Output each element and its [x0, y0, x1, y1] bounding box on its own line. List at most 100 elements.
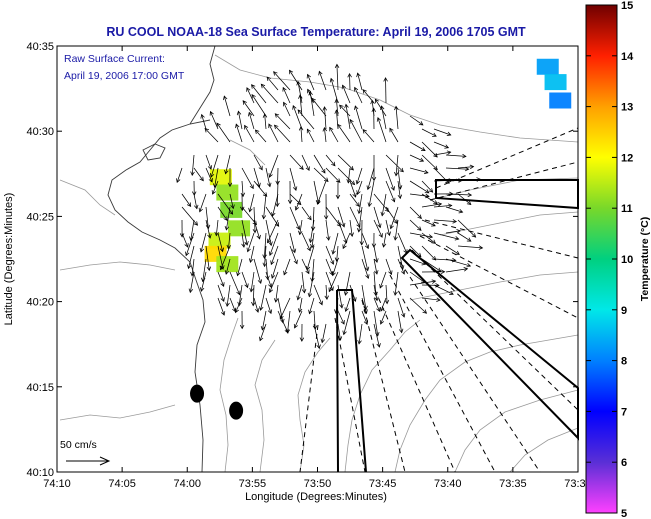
current-vector-head: [383, 77, 388, 82]
current-vector: [251, 94, 267, 117]
current-vector: [433, 128, 451, 136]
current-vector: [217, 271, 225, 287]
current-vector-head: [227, 182, 233, 188]
current-vector-head: [398, 328, 404, 334]
current-vector: [274, 124, 291, 143]
current-vector: [238, 284, 243, 306]
current-vector-head: [354, 86, 359, 92]
coverage-dashed-line: [389, 274, 496, 473]
current-vector-head: [386, 231, 391, 237]
current-vector-head: [257, 279, 263, 285]
current-vector-head: [261, 214, 267, 220]
current-vector-head: [187, 264, 192, 270]
current-vector: [397, 167, 401, 189]
current-vector-head: [422, 309, 428, 314]
current-vector-head: [389, 127, 394, 133]
current-vector-head: [401, 312, 406, 318]
x-tick-label: 73:30: [564, 478, 592, 490]
current-vector: [189, 271, 195, 293]
current-vector: [373, 310, 379, 336]
current-vector-head: [355, 202, 360, 207]
current-vector-head: [275, 202, 280, 208]
current-vector: [301, 206, 312, 221]
current-vector-head: [254, 129, 260, 135]
current-vector-head: [320, 338, 326, 344]
current-vector-head: [299, 337, 305, 342]
current-vector: [361, 258, 369, 279]
current-vector: [445, 245, 460, 255]
current-vector-head: [354, 105, 359, 110]
current-vector-head: [377, 223, 382, 229]
current-vector: [409, 180, 430, 194]
current-vector: [358, 323, 363, 344]
current-vector: [242, 100, 255, 117]
current-vector-head: [364, 266, 370, 272]
current-vector: [409, 193, 430, 197]
sst-pixel: [220, 201, 243, 218]
current-vector: [409, 232, 433, 238]
current-vector: [349, 219, 353, 237]
current-vector: [356, 167, 363, 185]
current-vector: [445, 258, 471, 267]
current-vector: [349, 119, 363, 143]
current-vector: [457, 178, 481, 182]
current-vector-head: [366, 185, 371, 191]
current-vector-head: [205, 224, 211, 230]
current-vector-head: [378, 233, 383, 238]
current-vector: [205, 206, 209, 229]
current-vector-head: [273, 71, 278, 76]
current-vector: [373, 323, 380, 348]
current-vector: [325, 167, 341, 183]
current-vector-head: [219, 247, 225, 253]
current-vector: [362, 129, 375, 143]
coverage-dashed-line: [334, 317, 366, 473]
current-vector-head: [335, 194, 341, 200]
current-vector: [358, 193, 363, 214]
current-vector-head: [211, 190, 216, 195]
current-vector-head: [239, 324, 245, 330]
current-vector-head: [370, 99, 375, 105]
current-vector: [264, 245, 267, 267]
current-vector: [373, 258, 378, 275]
current-vector-head: [246, 247, 251, 253]
current-vector: [266, 76, 279, 91]
current-vector: [339, 104, 351, 117]
current-vector-head: [456, 229, 461, 234]
current-vector-head: [270, 274, 276, 279]
x-tick-label: 73:45: [369, 478, 397, 490]
current-vector: [332, 258, 339, 276]
current-vector: [229, 297, 236, 312]
current-vector-head: [274, 113, 280, 118]
current-vector-head: [346, 179, 351, 184]
current-vector-head: [428, 188, 434, 193]
current-vector-head: [198, 207, 203, 213]
current-vector: [313, 167, 329, 182]
current-vector-head: [324, 295, 329, 301]
current-vector-head: [329, 77, 335, 83]
current-vector-head: [389, 224, 394, 230]
colorbar-tick-label: 7: [621, 406, 627, 418]
colorbar: [585, 4, 618, 514]
current-vector-head: [467, 192, 473, 198]
bathymetry-line: [344, 319, 421, 473]
bathymetry-line: [59, 261, 176, 271]
current-vector-head: [307, 215, 312, 221]
current-vector-head: [362, 89, 367, 94]
current-vector: [210, 111, 219, 130]
current-vector-head: [334, 63, 340, 69]
current-vector-head: [296, 80, 301, 86]
current-vector: [347, 167, 351, 183]
y-axis-ticks: 40:35 40:30 40:25 40:20 40:15 40:10: [26, 41, 578, 479]
current-vector: [349, 180, 357, 198]
current-vector-head: [379, 319, 385, 325]
current-vector: [263, 193, 267, 219]
colorbar-label: Temperature (°C): [639, 217, 651, 302]
current-vector: [241, 219, 248, 246]
current-vector-head: [293, 259, 298, 265]
current-vector-head: [236, 290, 241, 296]
y-tick-label: 40:15: [26, 382, 54, 394]
current-vector-head: [207, 234, 212, 239]
current-vector-head: [380, 307, 385, 312]
current-vector-head: [308, 238, 314, 244]
current-vector-head: [298, 126, 304, 131]
